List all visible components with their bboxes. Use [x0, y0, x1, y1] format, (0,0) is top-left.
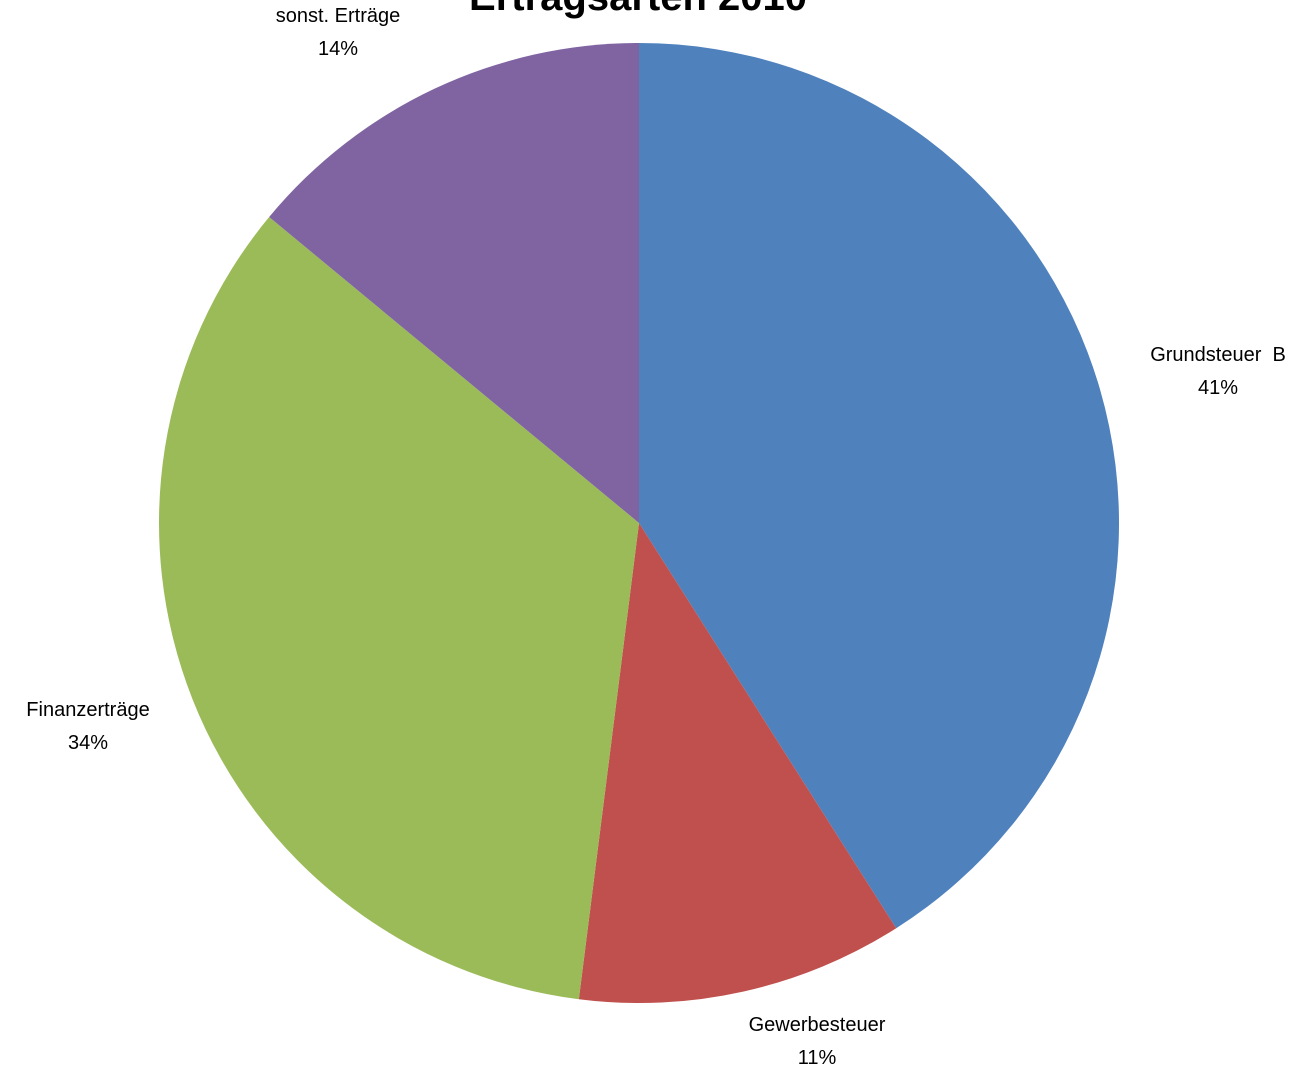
slice-percent-finanzerträge: 34%	[68, 732, 108, 754]
slice-percent-sonst-erträge: 14%	[318, 38, 358, 60]
pie-slice-gewerbesteuer	[578, 523, 897, 1003]
chart-title: Ertragsarten 2010	[469, 0, 807, 19]
pie-slice-grundsteuer-b	[639, 43, 1119, 929]
slice-labels: Grundsteuer B 41% Gewerbesteuer 11% Finanzer…	[26, 5, 1286, 1069]
slice-percent-grundsteuer-b: 41%	[1198, 377, 1238, 399]
slice-label-gewerbesteuer: Gewerbesteuer	[749, 1014, 886, 1036]
pie-slice-finanzerträge	[158, 217, 640, 1000]
slice-label-sonst-erträge: sonst. Erträge	[276, 5, 401, 27]
slice-label-grundsteuer-b: Grundsteuer B	[1150, 344, 1286, 366]
pie-slices	[158, 43, 1119, 1003]
slice-label-finanzerträge: Finanzerträge	[26, 699, 149, 721]
pie-slice-sonst-erträge	[269, 43, 639, 523]
slice-percent-gewerbesteuer: 11%	[798, 1047, 837, 1069]
